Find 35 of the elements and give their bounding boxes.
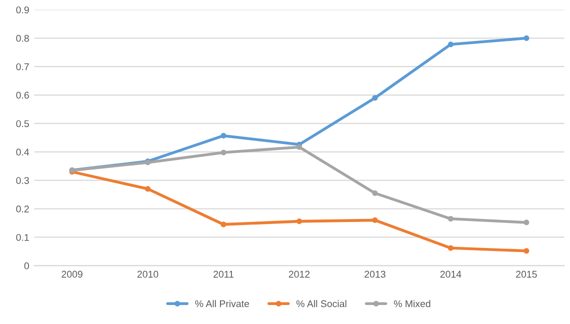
y-tick-label: 0.6	[16, 92, 29, 99]
x-tick-label: 2011	[214, 270, 234, 278]
y-tick-label: 0.2	[16, 206, 29, 212]
legend-label: % All Social	[296, 300, 346, 308]
y-tick-label: 0.3	[16, 177, 29, 184]
point	[296, 144, 302, 150]
x-tick-label: 2014	[440, 270, 462, 278]
point	[372, 190, 378, 196]
y-tick-label: 0	[24, 262, 29, 270]
point	[220, 222, 226, 228]
y-tick-label: 0.5	[16, 120, 29, 128]
point	[524, 248, 530, 254]
legend-label: % Mixed	[394, 300, 430, 308]
point	[220, 150, 226, 156]
x-tick-label: 2009	[62, 270, 82, 278]
y-tick-label: 0.8	[16, 34, 29, 42]
x-tick-label: 2010	[137, 270, 158, 278]
x-tick-label: 2013	[364, 270, 386, 278]
x-tick-label: 2015	[516, 270, 537, 278]
y-tick-label: 0.4	[16, 148, 30, 156]
point	[296, 218, 302, 224]
y-tick-label: 0.9	[16, 6, 29, 14]
x-tick-label: 2012	[288, 270, 310, 278]
legend-label: % All Private	[195, 300, 250, 308]
point	[448, 216, 454, 222]
point	[524, 220, 530, 226]
point	[448, 42, 454, 48]
point	[372, 95, 378, 101]
point	[372, 217, 378, 223]
point	[524, 35, 530, 41]
y-tick-label: 0.7	[16, 63, 29, 70]
point	[220, 132, 226, 138]
point	[448, 245, 454, 251]
point	[145, 186, 151, 192]
y-tick-label: 0.1	[16, 234, 29, 241]
